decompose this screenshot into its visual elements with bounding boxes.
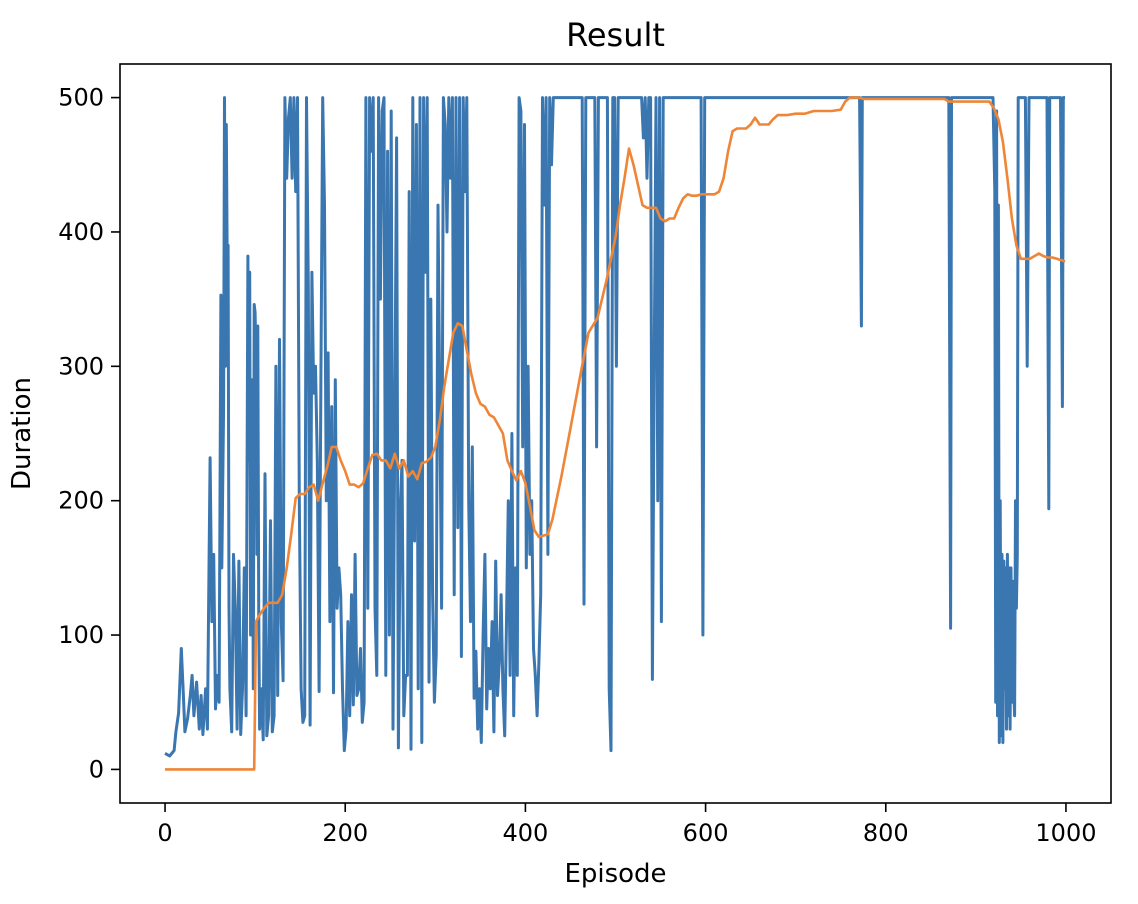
y-tick-label: 100 xyxy=(58,621,104,649)
y-axis-label: Duration xyxy=(7,377,37,490)
y-tick-label: 400 xyxy=(58,218,104,246)
chart-title: Result xyxy=(566,16,665,54)
axes-frame xyxy=(119,63,1112,804)
x-axis-label: Episode xyxy=(564,859,666,889)
y-tick-label: 200 xyxy=(58,487,104,515)
x-tick-label: 600 xyxy=(683,819,729,847)
x-tick-label: 1000 xyxy=(1035,819,1096,847)
x-tick-label: 200 xyxy=(322,819,368,847)
series-line-avg xyxy=(165,96,1066,771)
x-tick-label: 800 xyxy=(863,819,909,847)
x-tick-label: 400 xyxy=(503,819,549,847)
x-axis-ticks: 0 200 400 600 800 1000 xyxy=(157,803,1096,847)
y-tick-label: 500 xyxy=(58,84,104,112)
y-tick-label: 300 xyxy=(58,352,104,380)
series-line-raw xyxy=(164,96,1066,758)
y-tick-label: 0 xyxy=(89,755,104,783)
plot-area xyxy=(164,96,1066,771)
x-tick-label: 0 xyxy=(157,819,172,847)
y-axis-ticks: 0 100 200 300 400 500 xyxy=(58,84,120,783)
